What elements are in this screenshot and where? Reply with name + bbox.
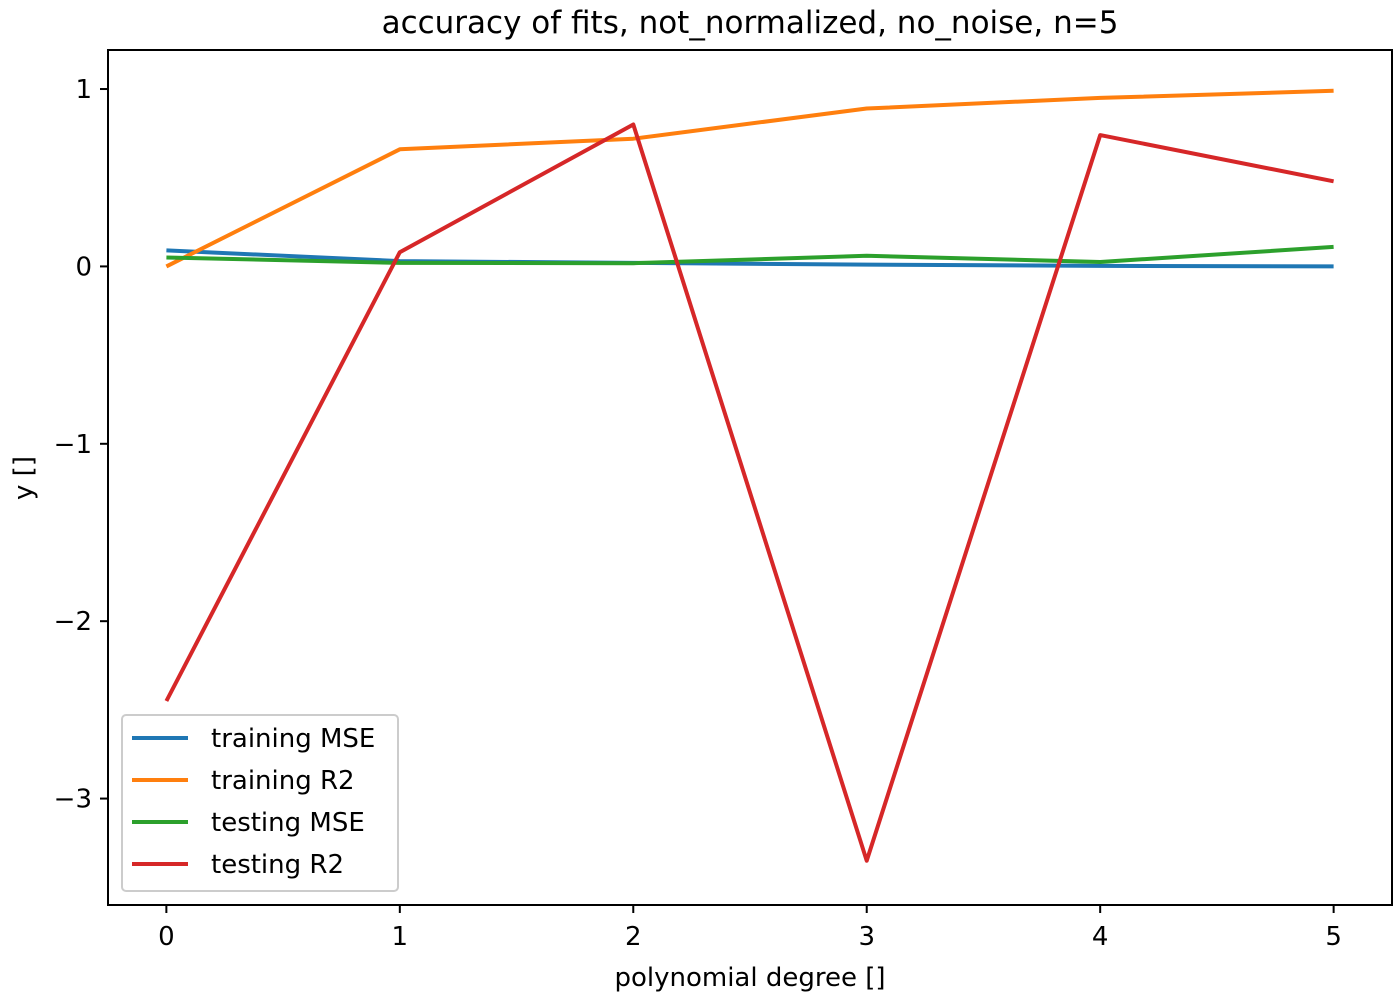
y-tick-label: 1 [75, 75, 92, 105]
chart-title: accuracy of fits, not_normalized, no_noi… [382, 5, 1119, 41]
y-tick-label: −2 [54, 607, 92, 637]
series-line-training-r2 [165, 88, 1334, 269]
axes-frame [107, 49, 1393, 906]
legend: training MSE training R2 testing MSE testin… [121, 714, 399, 892]
legend-label: training MSE [211, 724, 375, 754]
legend-box [121, 714, 399, 892]
series-line-training-mse [166, 248, 1334, 269]
x-tick-label: 3 [858, 922, 875, 952]
x-tick-label: 4 [1092, 922, 1109, 952]
x-tick-label: 2 [625, 922, 642, 952]
y-axis: −3 −2 −1 0 1 [54, 75, 108, 815]
x-axis-title: polynomial degree [] [614, 963, 885, 993]
y-tick-label: −1 [54, 430, 92, 460]
x-axis: 0 1 2 3 4 5 [158, 905, 1342, 952]
legend-label: training R2 [211, 766, 355, 796]
x-tick-label: 5 [1325, 922, 1342, 952]
series-line-testing-r2 [164, 122, 1334, 863]
y-axis-title: y [] [9, 456, 39, 500]
legend-label: testing R2 [211, 850, 344, 880]
series-layer [164, 88, 1334, 863]
series-line-testing-mse [166, 244, 1334, 266]
x-tick-label: 0 [158, 922, 175, 952]
legend-label: testing MSE [211, 808, 365, 838]
y-tick-label: 0 [75, 252, 92, 282]
x-tick-label: 1 [392, 922, 409, 952]
y-tick-label: −3 [54, 785, 92, 815]
